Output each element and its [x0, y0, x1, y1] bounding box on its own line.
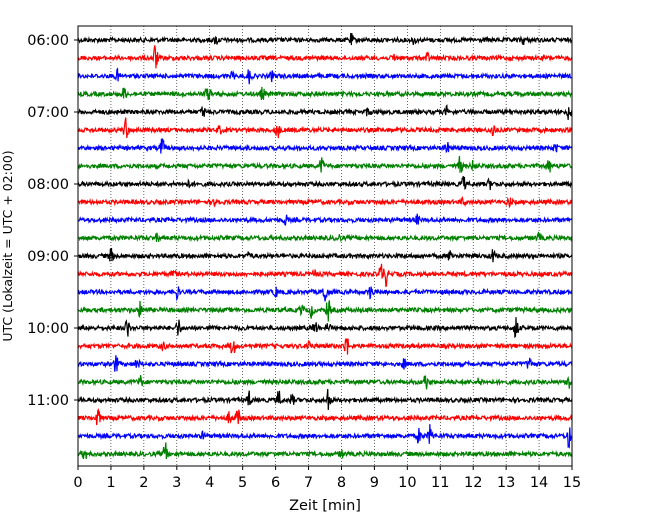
y-tick-label: 11:00 — [27, 393, 69, 409]
y-axis: 06:00 07:00 08:00 09:00 10:00 11:00 — [27, 33, 78, 409]
x-tick-label-11: 11 — [431, 475, 449, 491]
x-tick-label-6: 6 — [271, 475, 280, 491]
x-tick-label-9: 9 — [370, 475, 379, 491]
x-tick-label-12: 12 — [464, 475, 482, 491]
trace-10 — [77, 213, 573, 226]
trace-0 — [77, 32, 573, 46]
x-tick-label-8: 8 — [337, 475, 346, 491]
x-tick-label-4: 4 — [205, 475, 214, 491]
trace-20 — [77, 388, 573, 410]
trace-23 — [77, 442, 573, 460]
trace-21 — [77, 408, 573, 426]
trace-2 — [77, 67, 573, 85]
trace-3 — [77, 86, 573, 100]
x-tick-label-10: 10 — [398, 475, 416, 491]
traces — [77, 32, 573, 460]
trace-13 — [77, 263, 573, 287]
trace-1 — [77, 45, 573, 69]
x-tick-label-7: 7 — [304, 475, 313, 491]
y-tick-label: 10:00 — [27, 321, 69, 337]
trace-11 — [77, 231, 573, 243]
x-axis-label: Zeit [min] — [289, 498, 361, 514]
trace-4 — [77, 104, 573, 120]
x-tick-label-3: 3 — [172, 475, 181, 491]
trace-8 — [77, 175, 573, 191]
x-tick-label-1: 1 — [106, 475, 115, 491]
y-tick-label: 07:00 — [27, 105, 69, 121]
y-tick-label: 06:00 — [27, 33, 69, 49]
x-axis: 0 1 2 3 4 5 6 7 8 9 10 11 12 13 14 15 — [73, 466, 581, 491]
trace-5 — [77, 117, 573, 139]
trace-12 — [77, 247, 573, 263]
trace-22 — [77, 424, 573, 449]
x-tick-label-15: 15 — [563, 475, 581, 491]
plot-frame — [77, 25, 573, 467]
trace-16 — [77, 317, 573, 339]
y-tick-label: 09:00 — [27, 249, 69, 265]
y-axis-label: UTC (Lokalzeit = UTC + 02:00) — [0, 150, 15, 341]
x-tick-label-0: 0 — [73, 475, 82, 491]
trace-7 — [77, 155, 573, 174]
grid-lines — [110, 26, 540, 466]
x-tick-label-14: 14 — [530, 475, 548, 491]
y-tick-label: 08:00 — [27, 177, 69, 193]
x-tick-label-5: 5 — [238, 475, 247, 491]
x-tick-label-2: 2 — [139, 475, 148, 491]
trace-6 — [77, 138, 573, 154]
trace-18 — [77, 355, 573, 372]
x-tick-label-13: 13 — [497, 475, 515, 491]
trace-9 — [77, 195, 573, 209]
trace-14 — [77, 286, 573, 302]
trace-17 — [77, 338, 573, 355]
trace-19 — [77, 375, 573, 390]
trace-15 — [77, 300, 573, 322]
